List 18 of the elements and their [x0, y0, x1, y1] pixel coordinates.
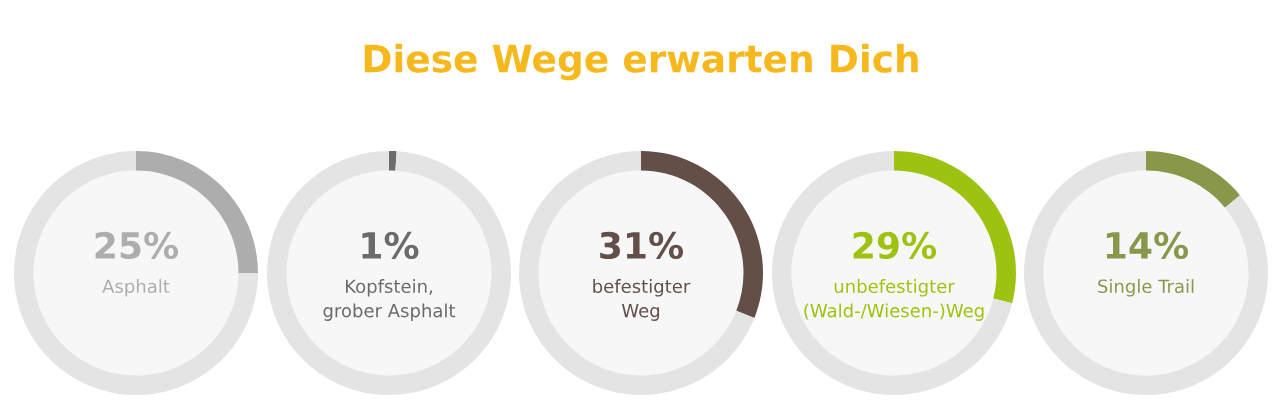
- text: Kopfstein, grober Asphalt: [323, 279, 456, 321]
- data-label: 14%: [1106, 231, 1189, 260]
- donut-slice: [519, 151, 755, 395]
- donut-slice: [267, 151, 511, 395]
- donut-slice: [389, 151, 397, 171]
- text: Asphalt: [102, 279, 170, 297]
- text: Single Trail: [1098, 279, 1194, 297]
- donut-slice: [14, 151, 258, 395]
- data-label: 29%: [853, 231, 937, 260]
- data-label: 25%: [95, 231, 179, 260]
- chart-title: Diese Wege erwarten Dich: [364, 43, 918, 81]
- donut-slice: [772, 151, 1013, 395]
- data-label: 31%: [600, 231, 684, 260]
- text: unbefestigter (Wald-/Wiesen-)Weg: [804, 279, 984, 321]
- data-label: 1%: [362, 231, 419, 260]
- donut-slice: [1024, 151, 1268, 395]
- text: befestigter Weg: [593, 279, 691, 321]
- donut-slice: [1146, 151, 1240, 208]
